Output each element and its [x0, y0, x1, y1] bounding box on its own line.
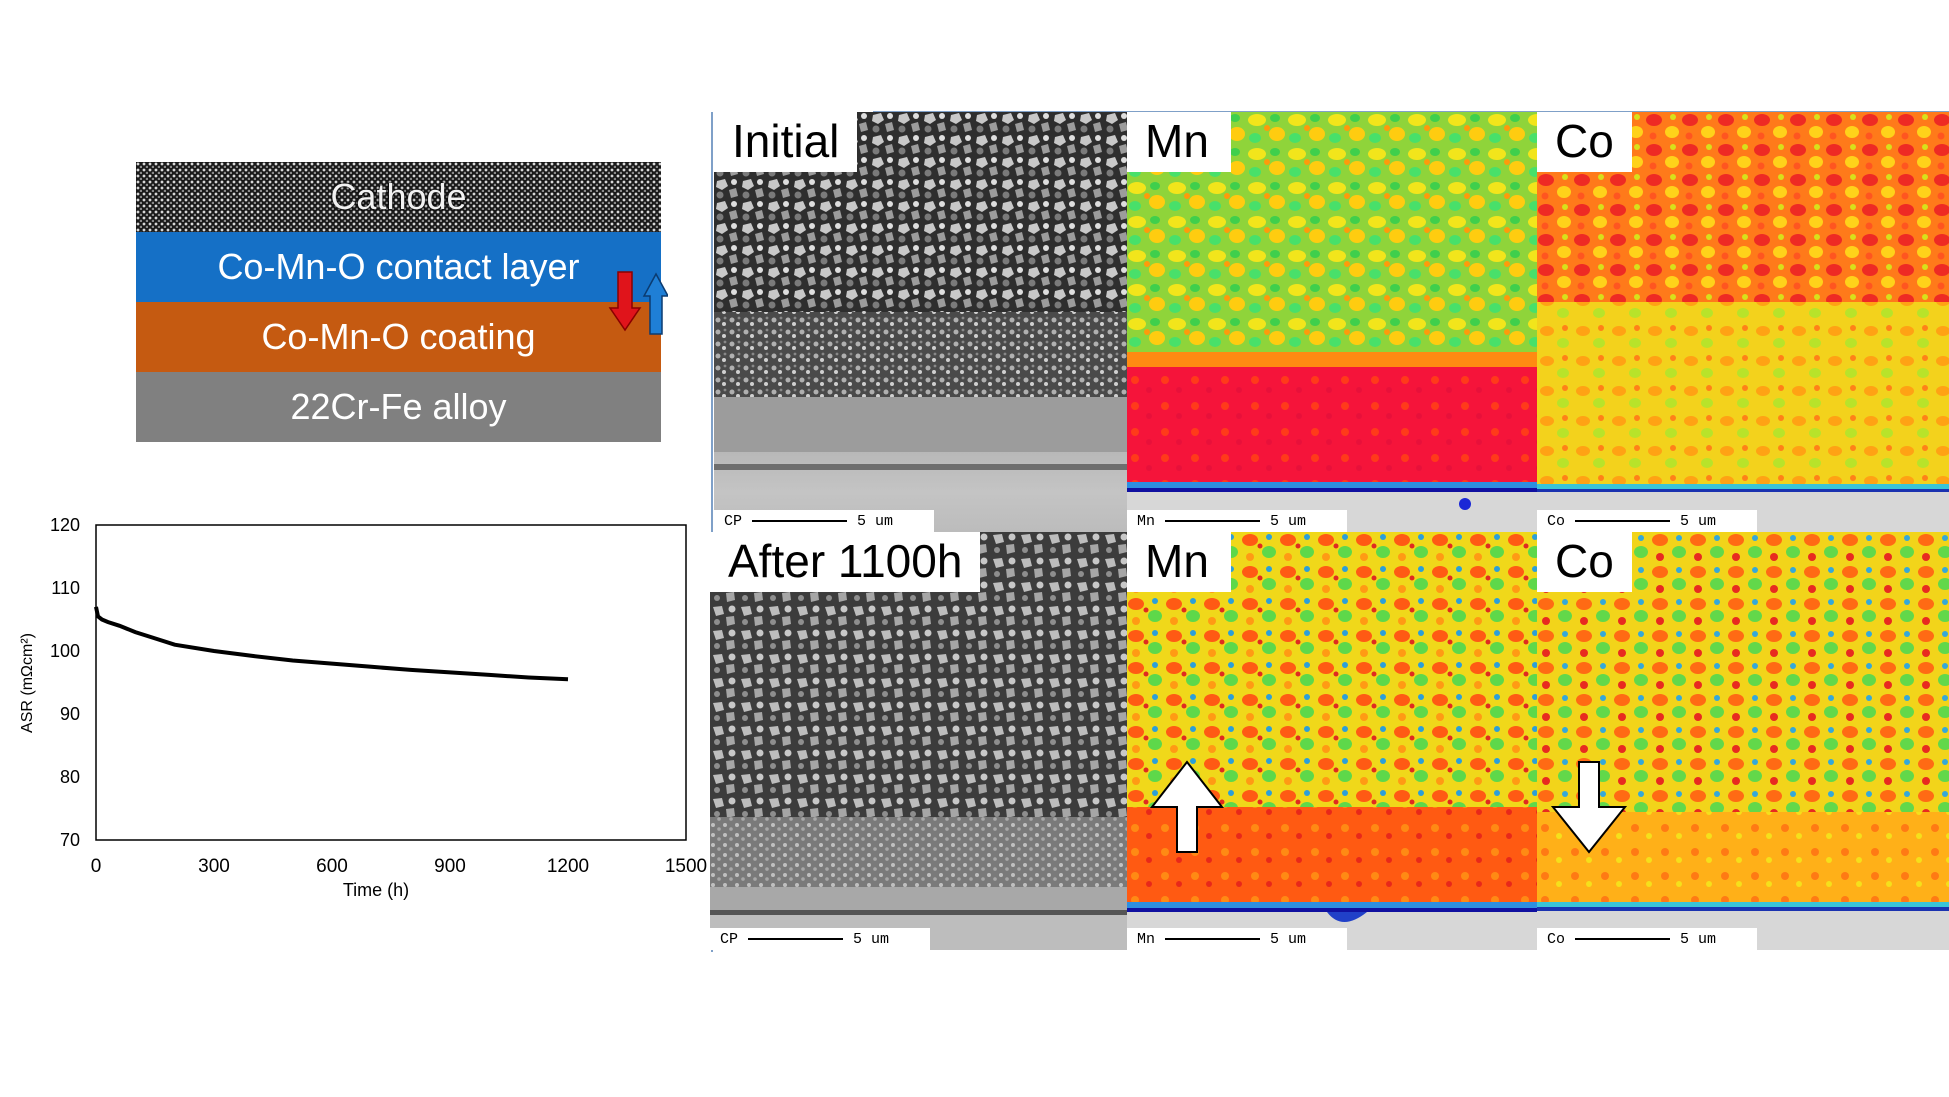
- scale-bar-length: 5 um: [1270, 512, 1307, 530]
- scale-bar-mn-initial: Mn 5 um: [1127, 510, 1347, 532]
- y-tick-label: 70: [60, 830, 80, 850]
- x-tick-label: 0: [91, 856, 102, 877]
- scale-bar-line: [1165, 938, 1261, 940]
- panel-label-co-after: Co: [1537, 532, 1632, 592]
- y-tick-labels: 70 80 90 100 110 120: [50, 515, 80, 850]
- contact-layer: Co-Mn-O contact layer: [136, 232, 661, 302]
- scale-bar-line: [1575, 938, 1671, 940]
- arrow-down-icon: [1550, 761, 1628, 854]
- x-tick-label: 300: [198, 856, 230, 877]
- coating-layer: Co-Mn-O coating: [136, 302, 661, 372]
- cathode-layer: Cathode: [136, 162, 661, 232]
- coating-layer-label: Co-Mn-O coating: [261, 316, 536, 357]
- panel-label-mn-initial: Mn: [1127, 112, 1231, 172]
- scale-bar-length: 5 um: [853, 930, 890, 948]
- x-tick-labels: 0 300 600 900 1200 1500: [91, 856, 707, 877]
- y-axis-label: ASR (mΩcm²): [19, 633, 36, 733]
- alloy-layer: 22Cr-Fe alloy: [136, 372, 661, 442]
- y-tick-label: 120: [50, 515, 80, 535]
- scale-bar-mn-after: Mn 5 um: [1127, 928, 1347, 950]
- scale-bar-length: 5 um: [1680, 512, 1717, 530]
- scale-bar-element: CP: [724, 512, 743, 530]
- cathode-label: Cathode: [330, 176, 467, 217]
- scale-bar-line: [1575, 520, 1671, 522]
- scale-bar-element: Co: [1547, 930, 1566, 948]
- scale-bar-co-initial: Co 5 um: [1537, 510, 1757, 532]
- y-tick-label: 100: [50, 641, 80, 661]
- scale-bar-element: Mn: [1137, 512, 1156, 530]
- arrow-up-icon: [642, 272, 668, 335]
- y-tick-label: 110: [51, 578, 80, 598]
- sem-image-initial: Initial CP 5 um: [714, 112, 1127, 532]
- asr-chart: 70 80 90 100 110 120 0 300 600 900 1200 1500 Time …: [19, 515, 707, 900]
- x-tick-label: 1200: [547, 856, 589, 877]
- sem-image-after: After 1100h CP 5 um: [710, 532, 1127, 950]
- scale-bar-length: 5 um: [1680, 930, 1717, 948]
- alloy-layer-label: 22Cr-Fe alloy: [290, 386, 507, 427]
- x-axis-label: Time (h): [343, 880, 409, 900]
- x-tick-label: 900: [434, 856, 466, 877]
- scale-bar-length: 5 um: [1270, 930, 1307, 948]
- arrow-down-icon: [608, 271, 642, 332]
- scale-bar-element: Co: [1547, 512, 1566, 530]
- scale-bar-line: [748, 938, 844, 940]
- contact-layer-label: Co-Mn-O contact layer: [217, 246, 580, 287]
- scale-bar-line: [752, 520, 848, 522]
- x-tick-label: 1500: [665, 856, 707, 877]
- arrow-up-icon: [1149, 760, 1225, 853]
- mn-map-initial: Mn Mn 5 um: [1127, 112, 1537, 532]
- co-map-initial: Co Co 5 um: [1537, 112, 1949, 532]
- asr-series-line: [94, 606, 569, 682]
- panel-label-after: After 1100h: [710, 532, 981, 592]
- co-map-after: Co Co 5 um: [1537, 532, 1949, 950]
- scale-bar-co-after: Co 5 um: [1537, 928, 1757, 950]
- diffusion-arrows: [608, 271, 668, 335]
- y-tick-label: 90: [60, 704, 80, 724]
- plot-area: [95, 524, 687, 841]
- scale-bar-cp-after: CP 5 um: [710, 928, 930, 950]
- y-tick-label: 80: [60, 767, 80, 787]
- scale-bar-cp-initial: CP 5 um: [714, 510, 934, 532]
- mn-map-after: Mn Mn 5 um: [1127, 532, 1537, 950]
- panel-label-mn-after: Mn: [1127, 532, 1231, 592]
- panel-label-initial: Initial: [714, 112, 858, 172]
- x-tick-label: 600: [316, 856, 348, 877]
- scale-bar-element: CP: [720, 930, 739, 948]
- scale-bar-element: Mn: [1137, 930, 1156, 948]
- layer-stack-diagram: Cathode Co-Mn-O contact layer Co-Mn-O co…: [136, 162, 668, 442]
- scale-bar-line: [1165, 520, 1261, 522]
- panel-label-co-initial: Co: [1537, 112, 1632, 172]
- scale-bar-length: 5 um: [857, 512, 894, 530]
